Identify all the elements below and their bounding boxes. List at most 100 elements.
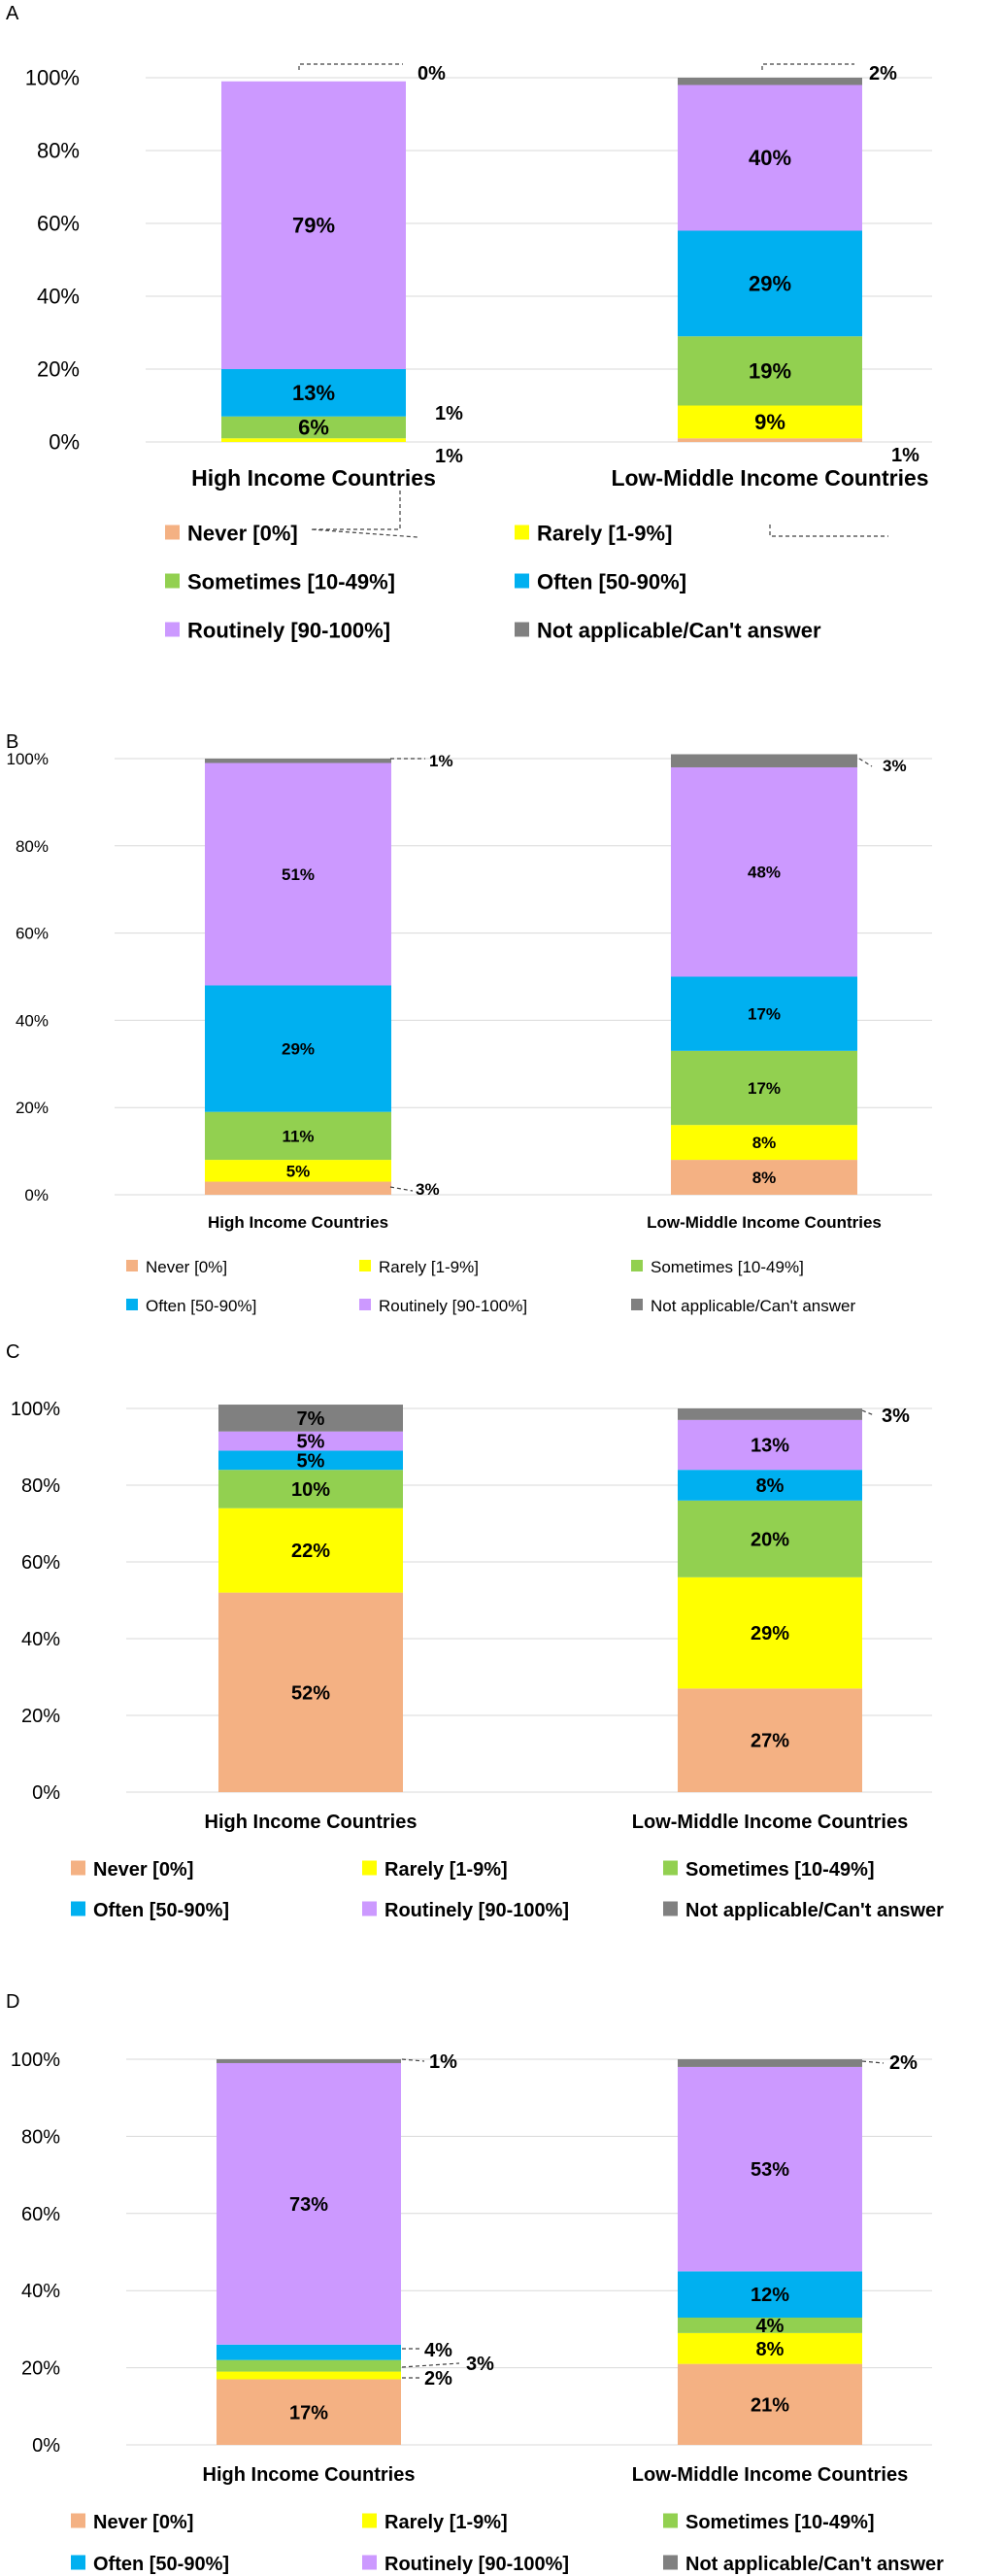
callout-label: 1% <box>435 446 463 467</box>
bar-segment-routinely <box>678 85 862 231</box>
legend-swatch-rarely <box>362 1860 377 1876</box>
callout-leader <box>401 2058 425 2062</box>
legend-label-routinely: Routinely [90-100%] <box>384 1900 569 1921</box>
bar-segment-rarely <box>218 1508 403 1593</box>
legend-label-na: Not applicable/Can't answer <box>537 619 821 643</box>
data-label: 21% <box>751 2394 789 2416</box>
legend-label-never: Never [0%] <box>93 2512 193 2533</box>
legend-label-sometimes: Sometimes [10-49%] <box>685 2512 875 2533</box>
y-tick-label: 0% <box>32 1782 60 1804</box>
callout-label: 1% <box>429 2051 457 2073</box>
data-label: 8% <box>752 1134 777 1152</box>
legend-label-rarely: Rarely [1-9%] <box>384 1859 508 1881</box>
legend: Never [0%] Rarely [1-9%] Sometimes [10-49%… <box>71 2512 944 2575</box>
legend-label-routinely: Routinely [90-100%] <box>379 1297 527 1315</box>
callout-leader <box>401 2362 460 2368</box>
bar-segment-na <box>678 1408 862 1420</box>
category-label: Low-Middle Income Countries <box>611 465 928 491</box>
data-label: 48% <box>748 864 781 882</box>
bar-segment-often <box>205 985 391 1112</box>
bar-segment-rarely <box>678 1576 862 1689</box>
data-label: 29% <box>751 1623 789 1644</box>
callout-label: 2% <box>424 2368 452 2390</box>
legend-swatch-often <box>515 573 529 589</box>
bar-segment-na <box>671 754 857 767</box>
category-label: High Income Countries <box>205 1812 418 1833</box>
data-label: 6% <box>298 416 329 440</box>
bar-segment-na <box>678 2059 862 2067</box>
data-label: 51% <box>282 865 315 884</box>
callout-label: 3% <box>882 1406 910 1427</box>
legend-swatch-often <box>71 1901 85 1916</box>
chart-panel-d: D 0% 20% 40% 60% 80% 100% 17% 73% High Income Cou… <box>6 1991 944 2575</box>
callout-leader <box>310 491 418 538</box>
bar-segment-never <box>678 438 862 442</box>
category-label: Low-Middle Income Countries <box>632 1812 908 1833</box>
y-tick-label: 60% <box>21 1552 60 1574</box>
data-label: 4% <box>756 2316 785 2337</box>
bar-segment-sometimes <box>678 2317 862 2333</box>
bar-segment-routinely <box>221 81 406 369</box>
bar-segment-often <box>678 230 862 337</box>
data-label: 29% <box>282 1040 315 1059</box>
data-label: 13% <box>292 381 335 405</box>
callout-label: 1% <box>435 403 463 424</box>
data-label: 40% <box>749 146 791 170</box>
legend-label-sometimes: Sometimes [10-49%] <box>187 570 395 594</box>
y-tick-label: 0% <box>24 1186 49 1204</box>
data-label: 9% <box>754 410 785 434</box>
bar-segment-routinely <box>217 2062 401 2345</box>
bar-segment-often <box>678 2271 862 2318</box>
callout-leader <box>858 758 873 767</box>
callouts: 1% 3% 3% <box>389 752 907 1199</box>
bar-segment-never <box>678 1688 862 1792</box>
legend-swatch-routinely <box>359 1299 371 1310</box>
bar-segment-often <box>218 1450 403 1471</box>
data-label: 12% <box>751 2285 789 2306</box>
legend-swatch-na <box>515 622 529 637</box>
callout-label: 0% <box>418 63 446 85</box>
callout-label: 2% <box>889 2052 918 2074</box>
legend-label-often: Often [50-90%] <box>93 2554 229 2575</box>
y-tick-label: 40% <box>16 1011 49 1030</box>
bar-segment-routinely <box>671 766 857 977</box>
legend-label-sometimes: Sometimes [10-49%] <box>651 1258 804 1276</box>
legend-swatch-never <box>165 525 180 540</box>
data-label: 11% <box>282 1127 314 1145</box>
data-label: 17% <box>289 2402 328 2423</box>
category-label: High Income Countries <box>191 465 436 491</box>
y-tick-label: 60% <box>21 2204 60 2225</box>
data-label: 22% <box>291 1541 330 1562</box>
bar-segment-na <box>217 2059 401 2063</box>
legend-label-never: Never [0%] <box>146 1258 227 1276</box>
callout-leader <box>298 63 403 70</box>
data-label: 79% <box>292 214 335 238</box>
legend-swatch-na <box>663 2555 678 2570</box>
data-label: 27% <box>751 1731 789 1752</box>
bar-segment-rarely <box>221 438 406 442</box>
legend-swatch-sometimes <box>165 573 180 589</box>
legend-label-often: Often [50-90%] <box>537 570 686 594</box>
bar-segment-sometimes <box>221 416 406 439</box>
legend-label-routinely: Routinely [90-100%] <box>187 619 390 643</box>
y-tick-label: 60% <box>16 925 49 943</box>
bar-segment-na <box>218 1405 403 1432</box>
data-label: 10% <box>291 1479 330 1501</box>
bar-segment-never <box>217 2379 401 2445</box>
y-tick-label: 100% <box>7 750 49 768</box>
legend-swatch-rarely <box>515 525 529 540</box>
bar-segment-routinely <box>218 1431 403 1451</box>
callout-label: 4% <box>424 2340 452 2361</box>
bar-segment-rarely <box>671 1125 857 1161</box>
data-label: 53% <box>751 2159 789 2181</box>
data-label: 7% <box>297 1408 325 1430</box>
legend: Never [0%] Rarely [1-9%] Sometimes [10-49%… <box>165 522 821 643</box>
callout-label: 3% <box>466 2354 494 2375</box>
bar-segment-sometimes <box>218 1470 403 1508</box>
data-label: 5% <box>297 1450 325 1472</box>
bar-segment-na <box>678 78 862 85</box>
bar-segment-often <box>221 369 406 417</box>
y-tick-label: 20% <box>21 2358 60 2380</box>
bar-segment-sometimes <box>678 336 862 406</box>
legend-label-rarely: Rarely [1-9%] <box>537 522 672 546</box>
